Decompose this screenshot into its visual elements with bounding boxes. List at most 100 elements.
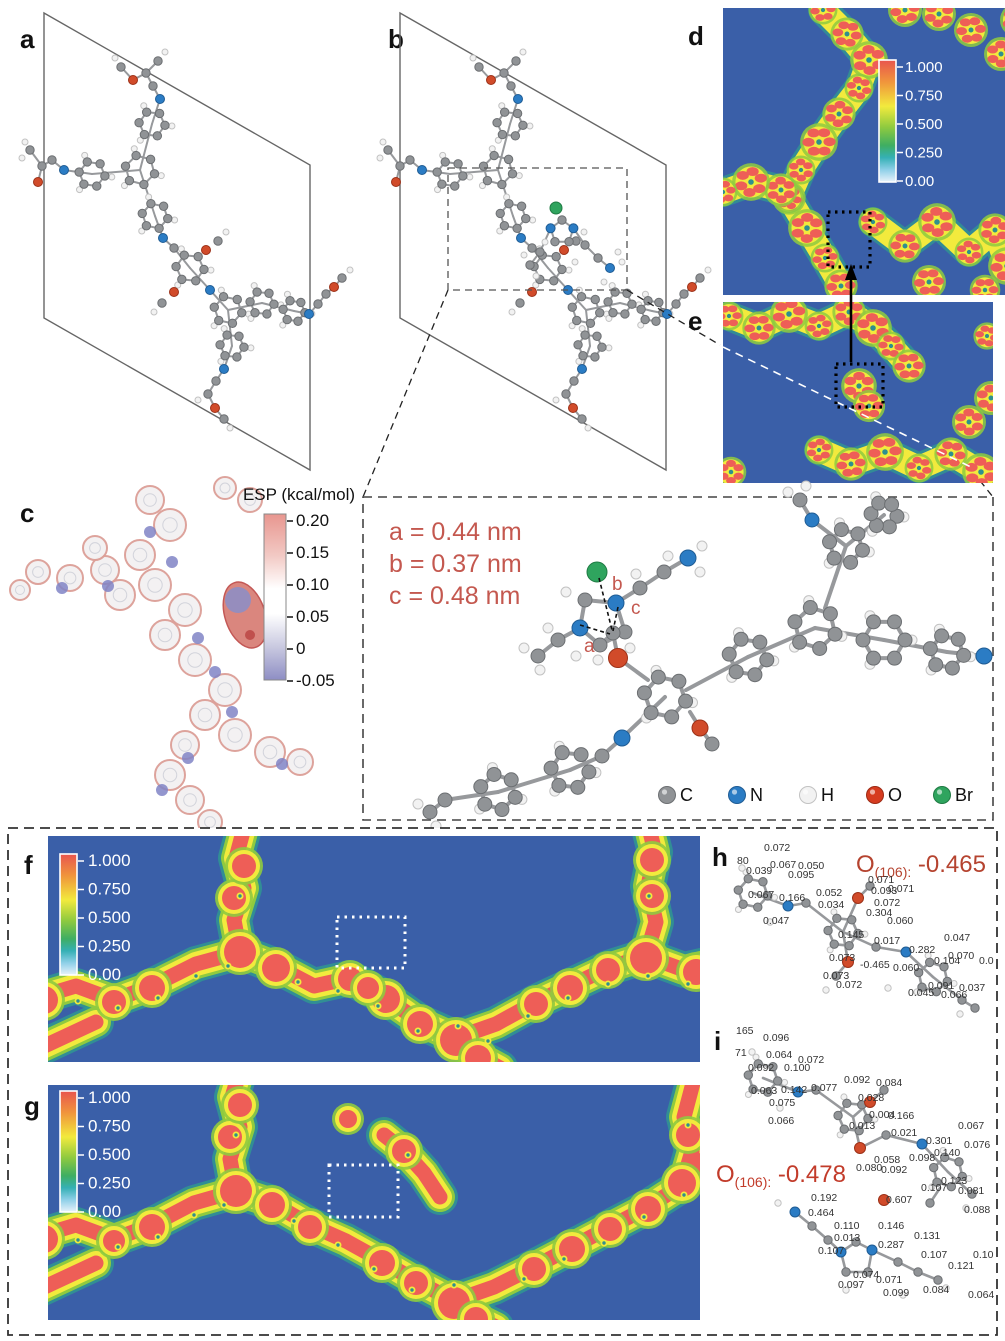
charge-label: 0.017 — [874, 935, 900, 947]
measure-label-c: c — [631, 598, 641, 619]
charge-label: 0.099 — [883, 1287, 909, 1299]
charge-label: 0.077 — [811, 1082, 837, 1094]
charge-label: 0.021 — [891, 1127, 917, 1139]
legend-label-H: H — [821, 785, 834, 805]
molecule-i — [743, 1048, 977, 1299]
charge-label: 0.067 — [958, 1120, 984, 1132]
legend-ball-C — [658, 786, 676, 804]
charge-label: 0.098 — [909, 1152, 935, 1164]
charge-label: 0.607 — [886, 1194, 912, 1206]
charge-label: 0.0 — [979, 955, 994, 967]
panel-f-label: f — [24, 850, 33, 880]
f-ticks-label: 0.750 — [88, 880, 131, 899]
charge-label: 0.097 — [838, 1279, 864, 1291]
charge-label: 0.073 — [823, 970, 849, 982]
connector-b-to-e — [626, 289, 721, 346]
highlight-box-d — [826, 210, 872, 269]
charge-label: 0.013 — [849, 1120, 875, 1132]
charge-label: 0.110 — [834, 1220, 860, 1232]
charge-label: 0.039 — [746, 865, 772, 877]
legend-label-N: N — [750, 785, 763, 805]
colorbar-g — [59, 1090, 78, 1213]
charge-label: 165 — [736, 1025, 754, 1037]
panel-d-label: d — [688, 21, 704, 51]
charge-label: 0.063 — [751, 1085, 777, 1097]
colorbar-f-ticks: 1.000 0.750 0.500 0.250 0.00 — [78, 851, 131, 984]
esp-colorbar-title: ESP (kcal/mol) — [243, 485, 355, 504]
molecule-a — [18, 48, 354, 432]
highlight-box-f — [335, 915, 407, 970]
charge-label: 0.084 — [876, 1077, 902, 1089]
charge-label: 0.146 — [878, 1220, 904, 1232]
charge-label: 0.121 — [948, 1260, 974, 1272]
charge-label: 0.074 — [853, 1269, 879, 1281]
unit-cell-b — [399, 11, 667, 472]
legend-ball-H — [799, 786, 817, 804]
f-ticks-label: 1.000 — [88, 851, 131, 870]
charge-label: 80 — [737, 855, 749, 867]
charge-label: 0.301 — [926, 1135, 952, 1147]
measure-label-a: a — [584, 636, 595, 657]
esp-surface — [9, 476, 314, 835]
d-ticks-label: 1.000 — [905, 59, 943, 76]
panel-h-label: h — [712, 842, 728, 872]
charge-label: 0.100 — [784, 1062, 810, 1074]
charge-label: 0.076 — [964, 1139, 990, 1151]
highlight-box-e — [834, 362, 885, 409]
legend-ball-N — [728, 786, 746, 804]
charge-label: 0.123 — [941, 1175, 967, 1187]
g-ticks-label: 1.000 — [88, 1088, 131, 1107]
d-ticks-label: 0.500 — [905, 116, 943, 133]
charge-label: 0.095 — [788, 869, 814, 881]
density-map-d — [723, 8, 1005, 295]
panel-c-label: c — [20, 498, 34, 528]
charge-label: 0.107 — [818, 1245, 844, 1257]
colorbar-esp — [263, 513, 287, 681]
g-ticks-label: 0.750 — [88, 1117, 131, 1136]
panel-e-label: e — [688, 306, 702, 336]
charge-label: 0.066 — [768, 1115, 794, 1127]
charge-label: 0.145 — [838, 929, 864, 941]
charge-label: 0.004 — [869, 1109, 895, 1121]
d-ticks-label: 0.750 — [905, 88, 943, 105]
charge-label: 0.287 — [878, 1239, 904, 1251]
charge-label: 0.081 — [958, 1185, 984, 1197]
charge-label: 0.084 — [923, 1284, 949, 1296]
charge-label: 0.045 — [908, 987, 934, 999]
connector-e-to-inset — [964, 461, 994, 498]
charge-label: 0.166 — [888, 1110, 914, 1122]
i-charge-title: O(106): -0.478 — [716, 1161, 846, 1190]
charge-label: 0.047 — [944, 932, 970, 944]
charge-label: 0.073 — [829, 952, 855, 964]
charge-label: 0.071 — [868, 874, 894, 886]
charge-label: 0.072 — [874, 897, 900, 909]
charge-label: 0.072 — [798, 1054, 824, 1066]
colorbar-esp-ticks: 0.20 0.15 0.10 0.05 0 -0.05 — [287, 511, 335, 690]
charge-label: 0.092 — [844, 1074, 870, 1086]
legend-label-O: O — [888, 785, 902, 805]
zoom-region-box-b — [447, 167, 628, 291]
f-ticks-label: 0.500 — [88, 908, 131, 927]
charge-label: 0.067 — [748, 889, 774, 901]
charge-label: 0.080 — [856, 1162, 882, 1174]
charge-label: 0.166 — [779, 892, 805, 904]
c-ticks-label: 0.15 — [296, 543, 329, 562]
charge-label: 0.091 — [928, 980, 954, 992]
guest-molecule-b — [520, 201, 626, 286]
charge-label: 0.107 — [921, 1182, 947, 1194]
colorbar-g-ticks: 1.000 0.750 0.500 0.250 0.00 — [78, 1088, 131, 1221]
charge-label: 0.047 — [763, 915, 789, 927]
g-ticks-label: 0.250 — [88, 1174, 131, 1193]
colorbar-f — [59, 853, 78, 976]
charge-label: 0.107 — [921, 1249, 947, 1261]
charge-label: 0.037 — [959, 982, 985, 994]
d-ticks-label: 0.250 — [905, 145, 943, 162]
g-ticks-label: 0.00 — [88, 1202, 121, 1221]
g-ticks-label: 0.500 — [88, 1145, 131, 1164]
molecule-inset — [412, 480, 993, 832]
c-ticks-label: 0 — [296, 639, 305, 658]
unit-cell-a — [43, 11, 311, 472]
c-ticks-label: 0.05 — [296, 607, 329, 626]
